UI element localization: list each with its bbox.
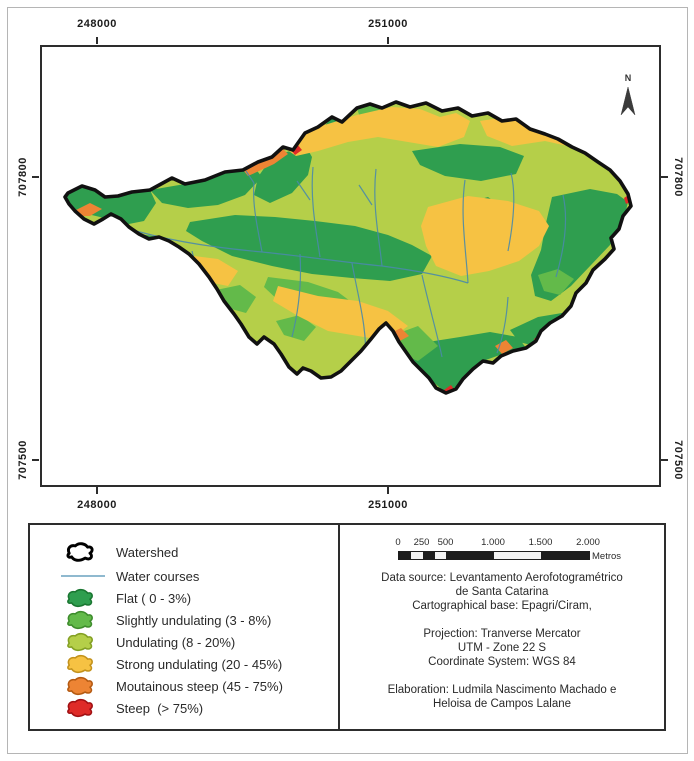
- region-flat: [254, 145, 312, 203]
- figure-border: [7, 7, 688, 754]
- north-needle-icon: [620, 86, 636, 116]
- region-mountainous-steep: [76, 203, 102, 216]
- region-strong-undulating: [273, 286, 408, 341]
- mountainous-steep-swatch-icon: [67, 676, 93, 696]
- x-tick-bottom-2: [387, 487, 389, 494]
- y-tick-left-1: [32, 176, 39, 178]
- x-axis-label-bottom-2: 251000: [368, 499, 408, 511]
- scalebar-segment: [541, 552, 589, 559]
- scalebar-segment: [446, 552, 494, 559]
- y-axis-label-left-2: 707500: [17, 440, 29, 480]
- info-line: Cartographical base: Epagri/Ciram,: [412, 600, 592, 612]
- legend-item-steep: Steep (> 75%): [60, 697, 203, 719]
- strong-undulating-swatch-icon: [67, 654, 93, 674]
- watershed-map: N: [63, 73, 636, 395]
- info-elaboration: Elaboration: Ludmila Nascimento Machado …: [342, 683, 662, 711]
- watershed-swatch-icon: [66, 542, 94, 562]
- watershed-boundary: [63, 100, 633, 395]
- region-flat: [65, 186, 156, 225]
- region-mountainous-steep: [495, 340, 513, 354]
- x-tick-top-2: [387, 37, 389, 44]
- x-axis-label-top-2: 251000: [368, 18, 408, 30]
- legend-item-strong-undulating: Strong undulating (20 - 45%): [60, 653, 282, 675]
- scalebar-tick-1500: 1.500: [528, 537, 553, 548]
- info-line: Elaboration: Ludmila Nascimento Machado …: [387, 684, 617, 696]
- panel-divider: [338, 523, 340, 731]
- y-axis-label-left-1: 707800: [17, 157, 29, 197]
- y-tick-right-2: [661, 459, 668, 461]
- scalebar-tick-500: 500: [437, 537, 454, 548]
- scalebar-tick-2000: 2.000: [576, 537, 600, 548]
- region-strong-undulating: [124, 245, 152, 259]
- undulating-swatch-icon: [67, 632, 93, 652]
- water-courses-line-icon: [61, 575, 105, 577]
- scalebar-segment: [434, 552, 447, 559]
- scalebar-tick-0: 0: [395, 537, 401, 548]
- legend-label: Steep (> 75%): [116, 700, 204, 716]
- region-strong-undulating: [421, 196, 549, 276]
- info-projection: Projection: Tranverse Mercator UTM - Zon…: [342, 627, 662, 669]
- region-steep: [290, 144, 302, 155]
- scalebar-unit: Metros: [592, 551, 622, 562]
- y-axis-label-right-2: 707500: [672, 440, 684, 480]
- legend-item-undulating: Undulating (8 - 20%): [60, 631, 235, 653]
- info-line: de Santa Catarina: [455, 586, 549, 598]
- scalebar-segment: [399, 552, 411, 559]
- y-axis-label-right-1: 707800: [672, 157, 684, 197]
- info-data-source: Data source: Levantamento Aerofotogramét…: [342, 571, 662, 613]
- info-line: Coordinate System: WGS 84: [428, 656, 576, 668]
- legend-item-slightly-undulating: Slightly undulating (3 - 8%): [60, 609, 271, 631]
- north-label: N: [625, 73, 632, 83]
- x-tick-bottom-1: [96, 487, 98, 494]
- scalebar-segment: [410, 552, 423, 559]
- y-tick-right-1: [661, 176, 668, 178]
- scalebar-segment: [493, 552, 542, 559]
- region-flat: [412, 144, 524, 181]
- north-arrow: N: [620, 73, 636, 116]
- region-steep: [166, 308, 179, 326]
- region-flat: [150, 167, 262, 208]
- legend-label: Slightly undulating (3 - 8%): [116, 612, 272, 628]
- info-line: Projection: Tranverse Mercator: [423, 628, 581, 640]
- slope-class-regions: [65, 102, 631, 393]
- scalebar-tick-1000: 1.000: [481, 537, 505, 548]
- steep-swatch-icon: [67, 698, 93, 718]
- scalebar: [398, 551, 590, 560]
- flat-swatch-icon: [67, 588, 93, 608]
- region-mountainous-steep: [136, 247, 156, 258]
- legend-label: Water courses: [116, 568, 200, 584]
- x-axis-label-bottom-1: 248000: [77, 499, 117, 511]
- legend-label: Moutainous steep (45 - 75%): [116, 678, 283, 694]
- info-line: Data source: Levantamento Aerofotogramét…: [381, 572, 623, 584]
- region-slightly-undulating: [538, 269, 574, 295]
- region-mountainous-steep: [243, 149, 288, 176]
- info-line: UTM - Zone 22 S: [457, 642, 547, 654]
- slightly-undulating-swatch-icon: [67, 610, 93, 630]
- legend-label: Watershed: [116, 544, 179, 560]
- legend-item-flat: Flat ( 0 - 3%): [60, 587, 191, 609]
- x-axis-label-top-1: 248000: [77, 18, 117, 30]
- region-strong-undulating: [283, 107, 470, 156]
- legend-label: Strong undulating (20 - 45%): [116, 656, 283, 672]
- map-frame: [40, 45, 661, 487]
- region-slightly-undulating: [276, 315, 316, 341]
- scalebar-segment: [422, 552, 435, 559]
- y-tick-left-2: [32, 459, 39, 461]
- legend-panel: [28, 523, 666, 731]
- x-tick-top-1: [96, 37, 98, 44]
- legend-item-watershed: Watershed: [60, 541, 178, 563]
- legend-label: Undulating (8 - 20%): [116, 634, 236, 650]
- scalebar-tick-250: 250: [413, 537, 430, 548]
- legend-item-mountainous-steep: Moutainous steep (45 - 75%): [60, 675, 283, 697]
- info-line: Heloisa de Campos Lalane: [432, 698, 572, 710]
- legend-label: Flat ( 0 - 3%): [116, 590, 192, 606]
- legend-item-water-courses: Water courses: [60, 565, 199, 587]
